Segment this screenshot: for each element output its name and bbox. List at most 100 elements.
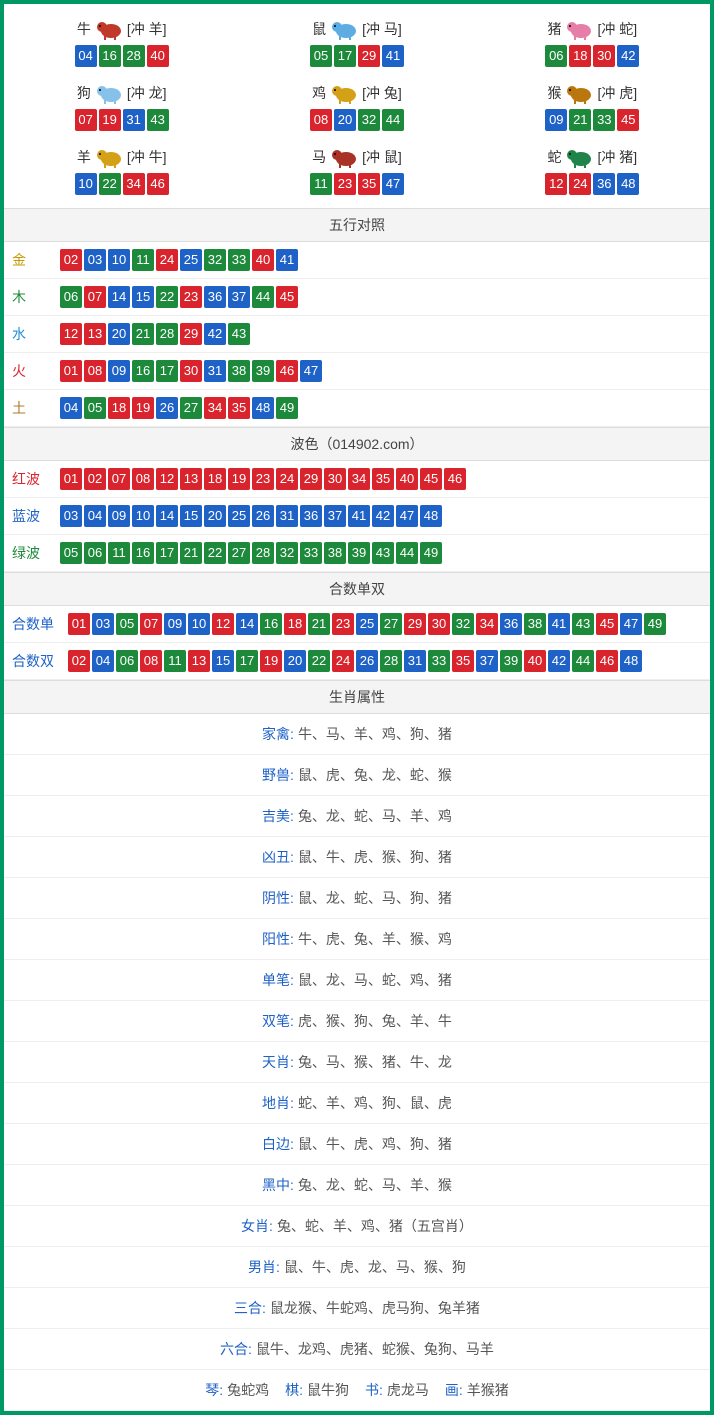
- number-ball: 22: [156, 286, 178, 308]
- number-ball: 46: [444, 468, 466, 490]
- number-ball: 02: [84, 468, 106, 490]
- number-ball: 28: [252, 542, 274, 564]
- number-ball: 04: [75, 45, 97, 67]
- number-ball: 41: [382, 45, 404, 67]
- attr-value: 鼠、牛、虎、龙、马、猴、狗: [284, 1257, 466, 1277]
- number-ball: 01: [60, 360, 82, 382]
- number-ball: 09: [108, 360, 130, 382]
- number-ball: 39: [252, 360, 274, 382]
- number-ball: 37: [476, 650, 498, 672]
- attr-value: 鼠牛狗: [307, 1382, 349, 1398]
- number-ball: 07: [108, 468, 130, 490]
- zodiac-conflict: [冲 兔]: [362, 83, 402, 103]
- zodiac-title: 牛[冲 羊]: [77, 18, 167, 40]
- number-ball: 11: [310, 173, 332, 195]
- animal-icon: [93, 18, 125, 40]
- number-ball: 26: [356, 650, 378, 672]
- number-ball: 41: [276, 249, 298, 271]
- number-ball: 33: [228, 249, 250, 271]
- row-label: 火: [12, 361, 60, 381]
- zodiac-cell: 猴[冲 虎]09213345: [475, 76, 710, 140]
- attr-group: 棋:鼠牛狗: [285, 1380, 349, 1400]
- attr-label: 阳性:: [262, 929, 294, 949]
- number-ball: 16: [99, 45, 121, 67]
- zodiac-balls: 12243648: [475, 172, 710, 196]
- zodiac-conflict: [冲 牛]: [127, 147, 167, 167]
- number-ball: 23: [332, 613, 354, 635]
- attr-row-multi: 琴:兔蛇鸡棋:鼠牛狗书:虎龙马画:羊猴猪: [4, 1370, 710, 1411]
- number-ball: 32: [452, 613, 474, 635]
- number-ball: 16: [132, 542, 154, 564]
- number-ball: 44: [252, 286, 274, 308]
- attr-value: 鼠、龙、蛇、马、狗、猪: [298, 888, 452, 908]
- number-ball: 38: [228, 360, 250, 382]
- attr-row: 六合: 鼠牛、龙鸡、虎猪、蛇猴、兔狗、马羊: [4, 1329, 710, 1370]
- zodiac-balls: 04162840: [4, 44, 239, 68]
- number-ball: 03: [84, 249, 106, 271]
- zodiac-balls: 05172941: [239, 44, 474, 68]
- number-ball: 24: [156, 249, 178, 271]
- number-ball: 02: [68, 650, 90, 672]
- number-ball: 20: [334, 109, 356, 131]
- number-ball: 13: [180, 468, 202, 490]
- number-ball: 06: [60, 286, 82, 308]
- number-ball: 03: [60, 505, 82, 527]
- number-ball: 13: [84, 323, 106, 345]
- attr-value: 鼠、牛、虎、猴、狗、猪: [298, 847, 452, 867]
- number-ball: 30: [593, 45, 615, 67]
- number-ball: 31: [404, 650, 426, 672]
- number-ball: 35: [372, 468, 394, 490]
- zodiac-name: 猪: [547, 19, 561, 39]
- number-ball: 09: [545, 109, 567, 131]
- number-ball: 12: [60, 323, 82, 345]
- number-ball: 46: [147, 173, 169, 195]
- number-ball: 08: [84, 360, 106, 382]
- number-ball: 10: [75, 173, 97, 195]
- attr-label: 凶丑:: [262, 847, 294, 867]
- number-ball: 43: [147, 109, 169, 131]
- number-ball: 47: [396, 505, 418, 527]
- number-ball: 21: [308, 613, 330, 635]
- sections-container: 五行对照金02031011242532334041木06071415222336…: [4, 208, 710, 1411]
- number-ball: 17: [156, 542, 178, 564]
- number-ball: 12: [156, 468, 178, 490]
- number-ball: 47: [620, 613, 642, 635]
- number-ball: 34: [476, 613, 498, 635]
- zodiac-cell: 羊[冲 牛]10223446: [4, 140, 239, 204]
- animal-icon: [328, 146, 360, 168]
- number-ball: 14: [156, 505, 178, 527]
- zodiac-grid: 牛[冲 羊]04162840鼠[冲 马]05172941猪[冲 蛇]061830…: [4, 4, 710, 208]
- number-ball: 45: [420, 468, 442, 490]
- row-label: 绿波: [12, 543, 60, 563]
- number-ball: 01: [68, 613, 90, 635]
- number-ball: 15: [212, 650, 234, 672]
- attr-row: 男肖: 鼠、牛、虎、龙、马、猴、狗: [4, 1247, 710, 1288]
- number-ball: 19: [99, 109, 121, 131]
- number-ball: 05: [84, 397, 106, 419]
- zodiac-title: 猪[冲 蛇]: [547, 18, 637, 40]
- number-ball: 44: [572, 650, 594, 672]
- number-ball: 25: [180, 249, 202, 271]
- number-ball: 42: [204, 323, 226, 345]
- section-header: 生肖属性: [4, 680, 710, 714]
- number-ball: 13: [188, 650, 210, 672]
- attr-label: 天肖:: [262, 1052, 294, 1072]
- row-balls: 04051819262734354849: [60, 396, 702, 420]
- number-ball: 32: [204, 249, 226, 271]
- number-ball: 32: [276, 542, 298, 564]
- number-ball: 22: [204, 542, 226, 564]
- number-ball: 41: [348, 505, 370, 527]
- number-ball: 30: [324, 468, 346, 490]
- number-ball: 23: [252, 468, 274, 490]
- zodiac-name: 蛇: [547, 147, 561, 167]
- zodiac-title: 鼠[冲 马]: [312, 18, 402, 40]
- attr-value: 蛇、羊、鸡、狗、鼠、虎: [298, 1093, 452, 1113]
- attr-value: 鼠龙猴、牛蛇鸡、虎马狗、兔羊猪: [270, 1298, 480, 1318]
- attr-group: 书:虎龙马: [365, 1380, 429, 1400]
- number-ball: 10: [188, 613, 210, 635]
- animal-icon: [563, 82, 595, 104]
- attr-value: 牛、马、羊、鸡、狗、猪: [298, 724, 452, 744]
- row-balls: 03040910141520252631363741424748: [60, 504, 702, 528]
- zodiac-conflict: [冲 羊]: [127, 19, 167, 39]
- number-ball: 08: [140, 650, 162, 672]
